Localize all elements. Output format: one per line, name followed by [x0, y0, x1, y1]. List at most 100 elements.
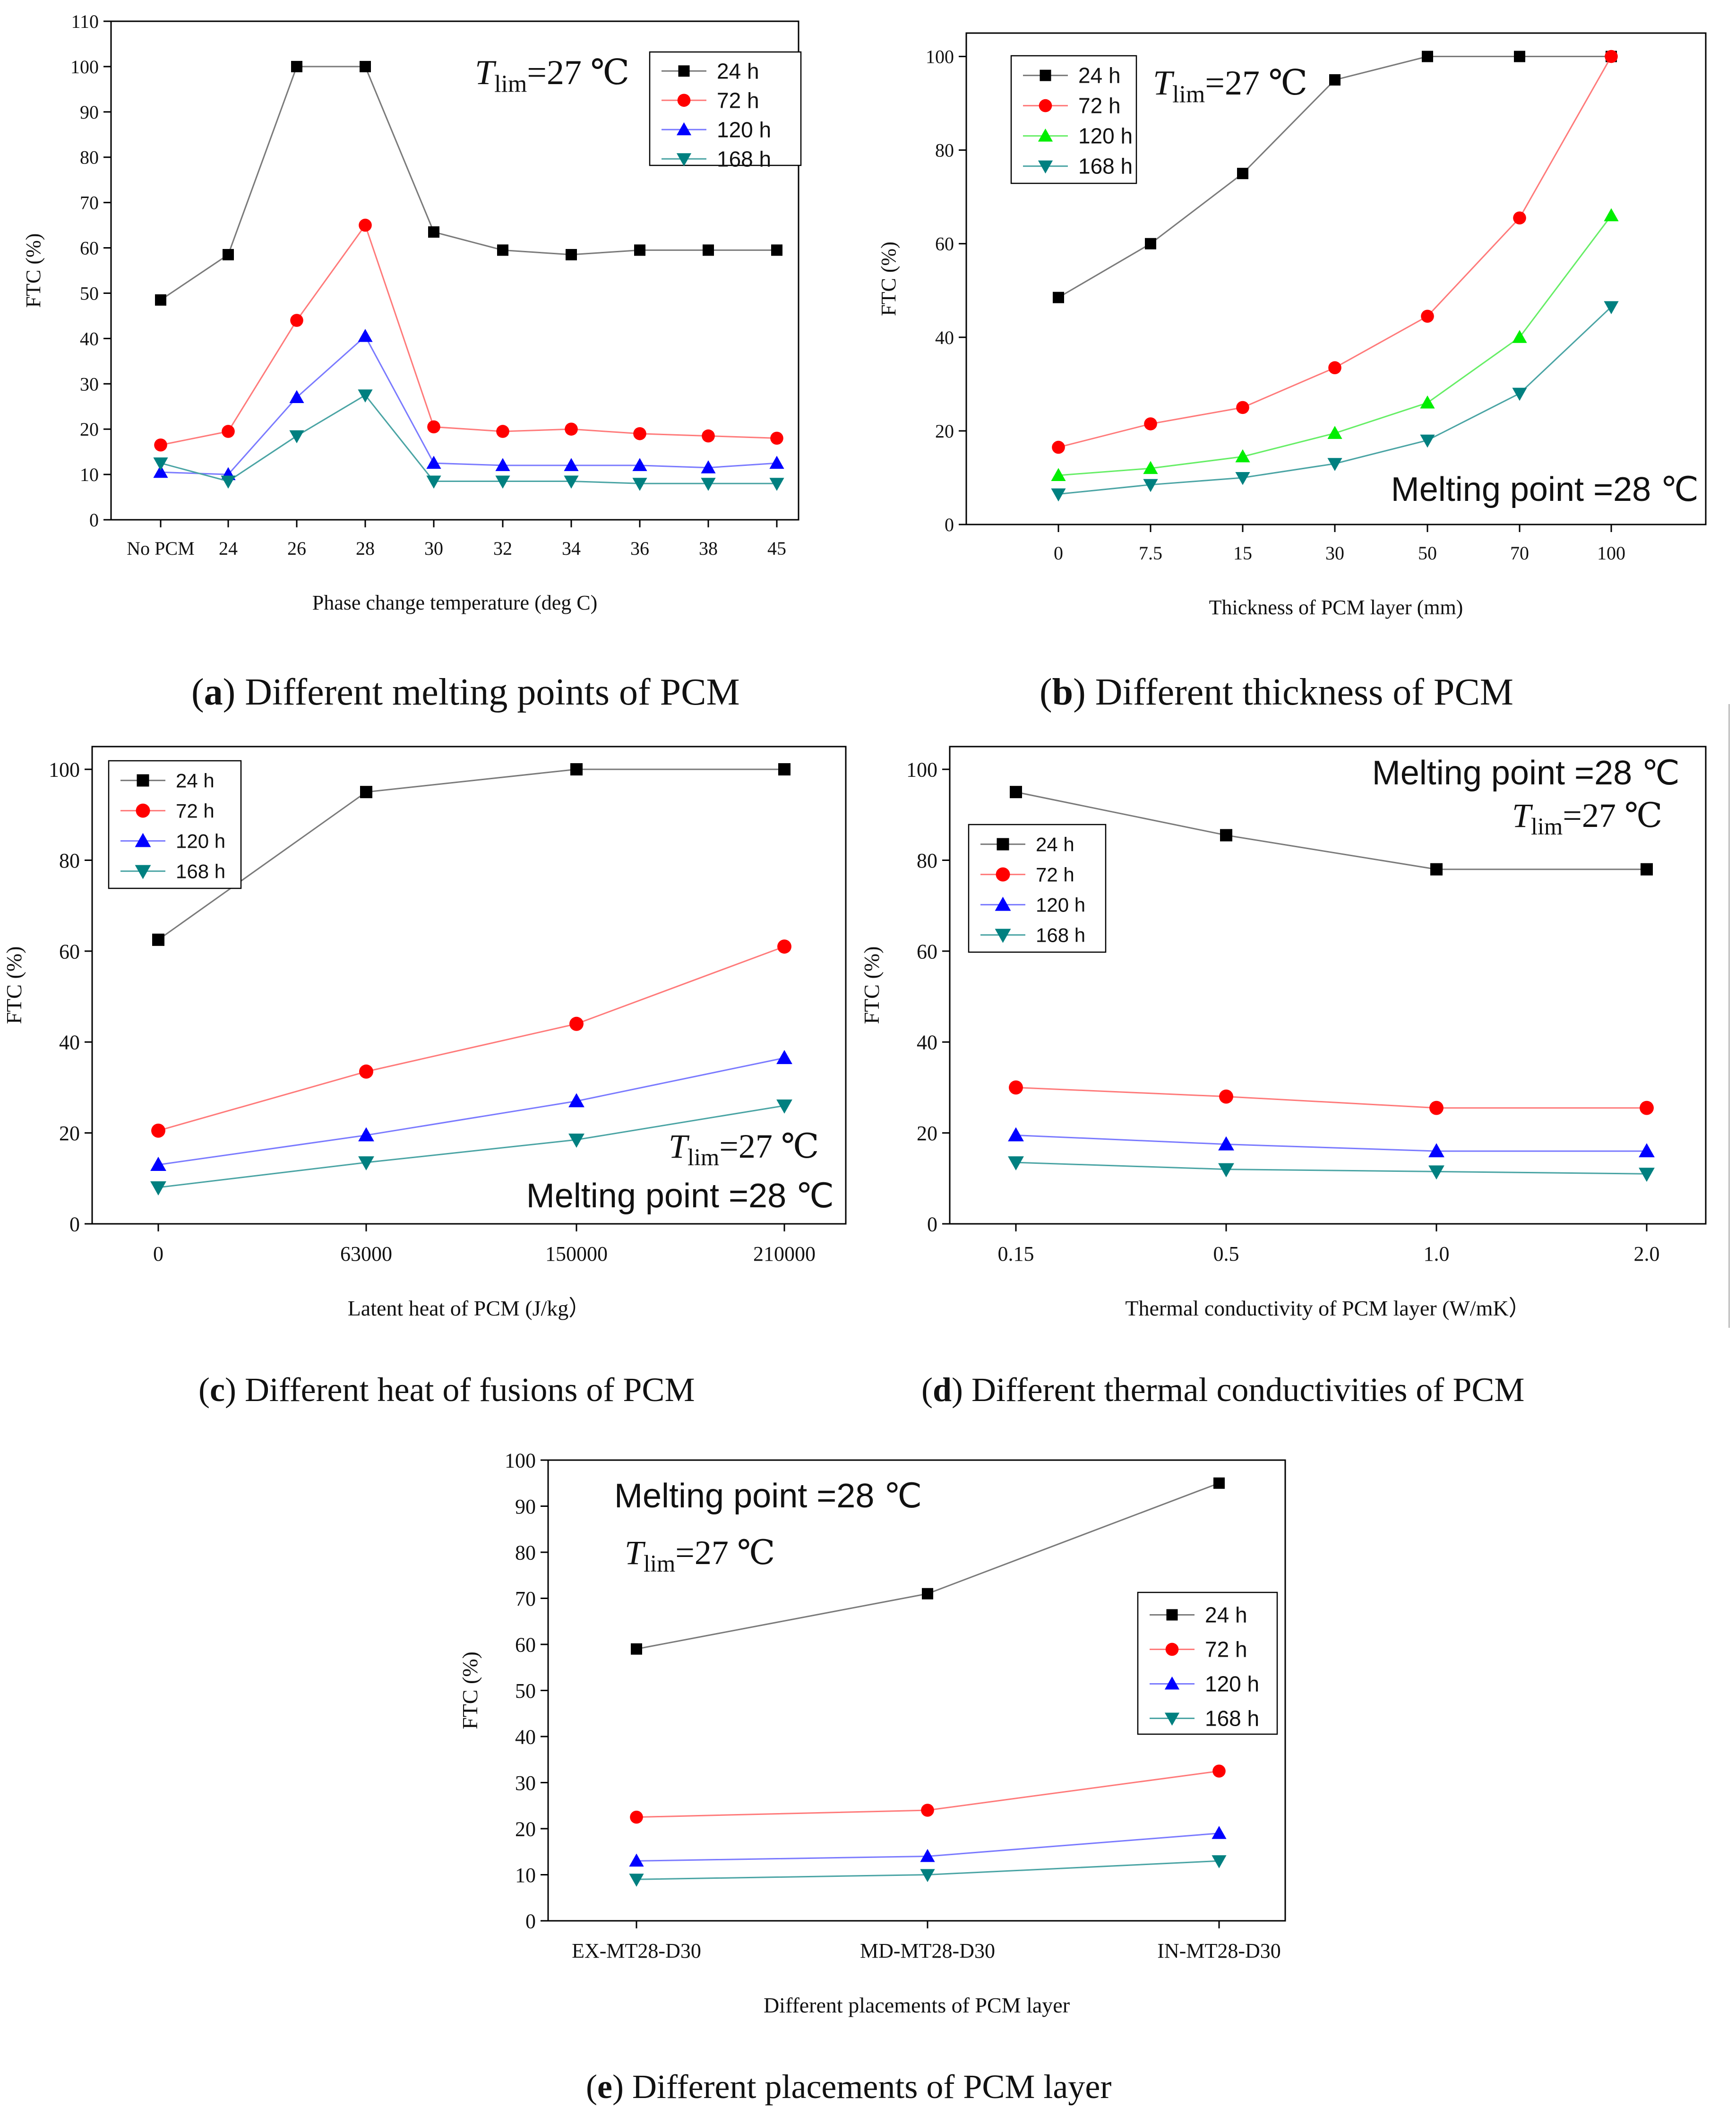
data-point [358, 1156, 374, 1171]
data-point [632, 478, 647, 491]
series-168-h [150, 1099, 792, 1195]
data-point [1429, 1101, 1444, 1115]
series-line [1015, 1086, 1647, 1109]
data-point [290, 314, 303, 327]
series-24-h [1010, 786, 1653, 876]
data-point [1237, 168, 1248, 180]
data-point [1212, 1855, 1227, 1868]
x-tick-label: 36 [630, 538, 649, 559]
y-tick-label: 90 [80, 102, 99, 123]
data-point [497, 244, 508, 256]
data-point [1235, 472, 1250, 485]
x-tick-label: EX-MT28-D30 [572, 1939, 701, 1962]
x-tick-label: IN-MT28-D30 [1157, 1939, 1281, 1962]
series-120-h [150, 1050, 792, 1171]
data-point [632, 458, 647, 471]
data-point [568, 1093, 584, 1108]
legend-marker [1165, 1642, 1179, 1656]
y-tick-label: 0 [89, 509, 99, 531]
x-tick-label: 210000 [753, 1242, 816, 1265]
y-tick-label: 80 [917, 849, 937, 872]
x-tick-label: 15 [1233, 542, 1252, 564]
y-axis-title: FTC (%) [458, 1651, 482, 1729]
legend-marker [135, 865, 151, 879]
data-point [155, 294, 166, 306]
data-point [360, 60, 371, 72]
chart-a: 0 10 20 30 40 50 60 70 80 90 100 110 No PCM 24 26 28 30 3… [22, 11, 802, 614]
legend: 24 h 72 h 120 h 168 h [968, 824, 1107, 953]
x-tick-label: 0 [153, 1242, 163, 1265]
data-point [1143, 461, 1158, 474]
series-line [158, 1057, 785, 1166]
data-point [1329, 74, 1341, 86]
x-axis-title: Latent heat of PCM (J/kg） [348, 1296, 591, 1320]
x-tick-label: 70 [1510, 542, 1529, 564]
series-120-h [1008, 1127, 1655, 1158]
y-tick-label: 40 [80, 328, 99, 349]
annotation-tlim-a: Tlim=27 ℃ [475, 53, 629, 97]
caption-b: (b) Different thickness of PCM [1040, 671, 1513, 713]
legend-marker [676, 153, 692, 166]
data-point [1143, 479, 1158, 492]
data-point [358, 328, 373, 342]
data-point [1605, 50, 1618, 63]
data-point [702, 429, 715, 443]
data-point [1327, 458, 1342, 471]
legend-marker [1040, 69, 1051, 81]
legend-marker [996, 867, 1010, 882]
data-point [1218, 1136, 1234, 1151]
series-168-h [629, 1855, 1227, 1887]
data-point [778, 763, 791, 776]
data-point [428, 226, 439, 238]
data-point [769, 478, 784, 491]
series-120-h [629, 1826, 1227, 1867]
data-point [633, 427, 646, 440]
legend-marker [1038, 160, 1053, 174]
series-72-h [1009, 1080, 1654, 1115]
y-tick-label: 40 [917, 1031, 937, 1054]
annotation-melting-e: Melting point =28 ℃ [614, 1477, 922, 1515]
x-tick-label: 28 [356, 538, 375, 559]
y-axis-title: FTC (%) [859, 946, 884, 1024]
panel-d-right-border [1728, 704, 1730, 1328]
data-point [221, 475, 236, 489]
legend-label: 120 h [717, 117, 771, 142]
legend-label: 24 h [1078, 63, 1121, 88]
data-point [1328, 361, 1341, 374]
series-line [160, 66, 777, 301]
data-point [701, 478, 716, 491]
data-point [1145, 238, 1156, 249]
series-line [158, 1105, 785, 1188]
legend-label: 168 h [1036, 924, 1085, 946]
data-point [777, 939, 791, 954]
data-point [630, 1810, 643, 1824]
data-point [634, 244, 645, 256]
legend-label: 72 h [176, 800, 215, 822]
data-point [359, 1064, 373, 1079]
data-point [629, 1874, 644, 1887]
y-axis-title: FTC (%) [877, 241, 900, 316]
data-point [289, 390, 304, 404]
data-point [1641, 863, 1653, 876]
y-tick-label: 40 [935, 327, 954, 348]
y-tick-label: 50 [515, 1679, 536, 1703]
x-tick-label: 30 [424, 538, 443, 559]
data-point [1639, 1168, 1655, 1182]
legend-marker [1166, 1609, 1178, 1621]
series-line [1058, 56, 1612, 448]
legend-label: 24 h [1036, 833, 1074, 855]
y-tick-label: 80 [80, 147, 99, 168]
legend-marker [1039, 99, 1052, 112]
data-point [564, 475, 579, 489]
data-point [1430, 863, 1443, 876]
x-tick-label: 100 [1597, 542, 1625, 564]
data-point [1213, 1477, 1225, 1489]
data-point [565, 422, 578, 436]
series-line [160, 394, 777, 484]
data-point [569, 1016, 584, 1031]
series-24-h [155, 60, 782, 306]
chart-c: 0 20 40 60 80 100 0 63000 150000 210000 Latent hea… [2, 746, 847, 1320]
data-point [150, 1181, 166, 1195]
data-point [496, 425, 509, 438]
y-tick-label: 100 [70, 56, 99, 77]
